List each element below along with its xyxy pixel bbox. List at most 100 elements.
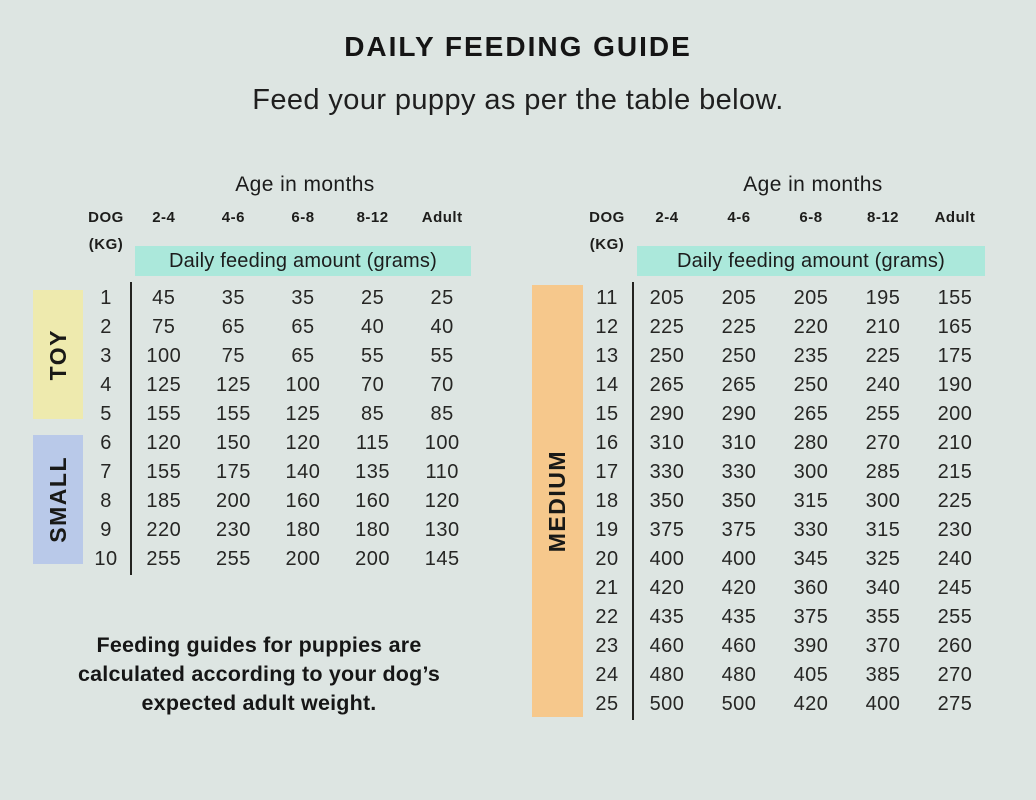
feeding-amount-value: 120 — [146, 432, 182, 454]
feeding-amount-value: 155 — [215, 403, 251, 425]
table-row: 19 375 375 330 315 230 — [532, 516, 994, 545]
column-header-dog: DOG — [88, 209, 124, 226]
dog-weight-kg: 3 — [100, 345, 112, 367]
dog-weight-kg: 16 — [595, 432, 619, 454]
table-body: TOY 1 45 35 35 25 25 2 75 65 65 40 40 3 100 75 65 55 55 4 12… — [33, 282, 479, 575]
feeding-amount-value: 330 — [649, 461, 685, 483]
table-row: 8 185 200 160 160 120 — [33, 487, 479, 516]
feeding-amount-value: 25 — [360, 287, 385, 309]
feeding-amount-value: 255 — [937, 606, 973, 628]
dog-weight-kg: 19 — [595, 519, 619, 541]
feeding-amount-value: 175 — [215, 461, 251, 483]
dog-weight-kg: 10 — [94, 548, 118, 570]
feeding-amount-value: 40 — [360, 316, 385, 338]
feeding-amount-value: 255 — [215, 548, 251, 570]
dog-weight-kg: 22 — [595, 606, 619, 628]
feeding-amount-value: 270 — [865, 432, 901, 454]
feeding-amount-value: 240 — [937, 548, 973, 570]
age-in-months-header: Age in months — [743, 173, 883, 196]
feeding-amount-value: 155 — [937, 287, 973, 309]
feeding-amount-value: 400 — [649, 548, 685, 570]
column-header-age-6-8: 6-8 — [799, 209, 823, 226]
feeding-amount-value: 180 — [355, 519, 391, 541]
table-row: 5 155 155 125 85 85 — [33, 400, 479, 429]
feeding-amount-value: 120 — [285, 432, 321, 454]
dog-weight-kg: 24 — [595, 664, 619, 686]
feeding-amount-value: 45 — [152, 287, 176, 309]
feeding-amount-value: 70 — [430, 374, 454, 396]
feeding-amount-value: 175 — [937, 345, 973, 367]
column-header-dog: DOG — [589, 209, 625, 226]
feeding-amount-value: 235 — [793, 345, 829, 367]
feeding-amount-value: 245 — [937, 577, 973, 599]
table-body: MEDIUM 11 205 205 205 195 155 12 225 225 220 210 165… — [532, 282, 994, 720]
feeding-amount-value: 260 — [937, 635, 973, 657]
feeding-amount-value: 375 — [793, 606, 829, 628]
dog-weight-kg: 20 — [595, 548, 619, 570]
feeding-amount-value: 115 — [355, 432, 390, 454]
feeding-amount-value: 405 — [793, 664, 829, 686]
table-row: 18 350 350 315 300 225 — [532, 487, 994, 516]
table-row: 3 100 75 65 55 55 — [33, 342, 479, 371]
feeding-amount-value: 200 — [285, 548, 321, 570]
table-row: 6 120 150 120 115 100 — [33, 429, 479, 458]
table-row: 25 500 500 420 400 275 — [532, 690, 994, 719]
column-header-age-4-6: 4-6 — [221, 209, 245, 226]
dog-weight-kg: 11 — [596, 287, 618, 309]
feeding-amount-value: 310 — [721, 432, 757, 454]
feeding-amount-value: 200 — [937, 403, 973, 425]
feeding-amount-value: 345 — [793, 548, 829, 570]
column-header-kg: (KG) — [589, 236, 625, 253]
table-row: 11 205 205 205 195 155 — [532, 284, 994, 313]
feeding-amount-value: 35 — [291, 287, 315, 309]
dog-weight-kg: 25 — [595, 693, 619, 715]
feeding-amount-value: 85 — [430, 403, 454, 425]
feeding-amount-value: 55 — [430, 345, 454, 367]
feeding-amount-value: 215 — [937, 461, 973, 483]
feeding-amount-value: 190 — [937, 374, 973, 396]
feeding-amount-value: 155 — [146, 461, 182, 483]
column-header-row: DOG 2-4 4-6 6-8 8-12 Adult — [532, 208, 994, 228]
feeding-amount-value: 75 — [152, 316, 176, 338]
feeding-amount-value: 70 — [360, 374, 385, 396]
feeding-amount-value: 360 — [793, 577, 829, 599]
group-band-small: SMALL — [33, 435, 83, 564]
column-header-age-adult: Adult — [934, 209, 976, 226]
feeding-amount-value: 290 — [649, 403, 685, 425]
feeding-amount-value: 200 — [355, 548, 391, 570]
feeding-amount-value: 225 — [649, 316, 685, 338]
daily-feeding-amount-header: Daily feeding amount (grams) — [135, 246, 471, 276]
column-header-kg: (KG) — [88, 236, 124, 253]
dog-weight-kg: 2 — [100, 316, 112, 338]
dog-weight-kg: 12 — [595, 316, 619, 338]
feeding-amount-value: 500 — [649, 693, 685, 715]
feeding-amount-value: 330 — [721, 461, 757, 483]
feeding-amount-value: 255 — [865, 403, 901, 425]
feeding-amount-value: 230 — [937, 519, 973, 541]
feeding-amount-value: 205 — [649, 287, 685, 309]
table-row: 13 250 250 235 225 175 — [532, 342, 994, 371]
table-row: 23 460 460 390 370 260 — [532, 632, 994, 661]
feeding-amount-value: 350 — [721, 490, 757, 512]
feeding-amount-value: 205 — [721, 287, 757, 309]
dog-weight-kg: 6 — [100, 432, 112, 454]
feeding-amount-value: 155 — [146, 403, 182, 425]
table-row: 10 255 255 200 200 145 — [33, 545, 479, 574]
feeding-amount-value: 265 — [649, 374, 685, 396]
feeding-amount-value: 100 — [424, 432, 460, 454]
column-header-age-8-12: 8-12 — [356, 209, 389, 226]
feeding-amount-value: 160 — [355, 490, 391, 512]
feeding-amount-value: 375 — [649, 519, 685, 541]
table-row: 15 290 290 265 255 200 — [532, 400, 994, 429]
dog-weight-kg: 1 — [100, 287, 112, 309]
feeding-amount-value: 255 — [146, 548, 182, 570]
table-row: 17 330 330 300 285 215 — [532, 458, 994, 487]
feeding-amount-value: 110 — [425, 461, 459, 483]
feeding-amount-value: 310 — [649, 432, 685, 454]
column-header-row: DOG 2-4 4-6 6-8 8-12 Adult — [33, 208, 479, 228]
group-label: MEDIUM — [544, 449, 570, 553]
table-row: 7 155 175 140 135 110 — [33, 458, 479, 487]
feeding-amount-value: 220 — [146, 519, 182, 541]
dog-weight-kg: 9 — [100, 519, 112, 541]
feeding-amount-value: 40 — [430, 316, 454, 338]
